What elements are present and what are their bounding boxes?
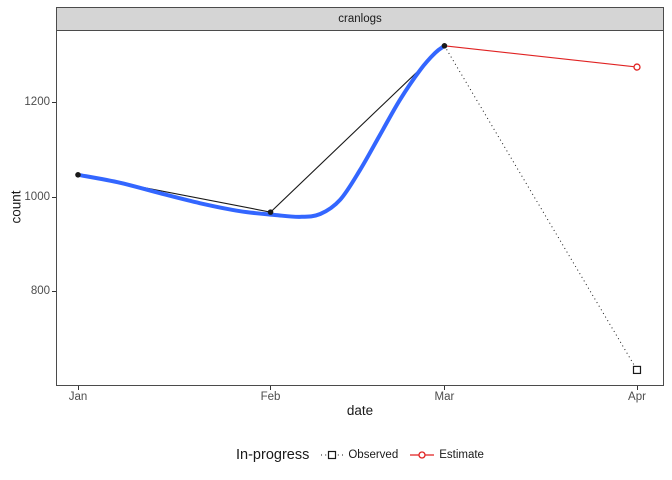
observed-dotted-line bbox=[444, 45, 638, 371]
legend-item-estimate: Estimate bbox=[410, 448, 484, 462]
observed-point-Mar bbox=[441, 43, 448, 49]
legend-title: In-progress bbox=[236, 447, 310, 463]
estimate-line bbox=[444, 45, 638, 68]
plot-panel bbox=[56, 30, 664, 386]
y-tick-label-1200: 1200 bbox=[24, 96, 50, 108]
observed-key-icon bbox=[321, 450, 344, 460]
observed-point-Jan bbox=[75, 171, 81, 178]
observed-point-Feb bbox=[267, 209, 274, 215]
y-axis-title: count bbox=[8, 190, 24, 224]
y-tick-mark-1000 bbox=[52, 196, 56, 198]
chart-canvas bbox=[75, 43, 642, 375]
x-tick-label-Mar: Mar bbox=[434, 391, 455, 403]
legend: In-progress Observed Estimate bbox=[56, 442, 664, 468]
legend-item-observed: Observed bbox=[321, 448, 398, 462]
x-tick-mark-Apr bbox=[636, 386, 638, 390]
x-tick-mark-Feb bbox=[270, 386, 272, 390]
y-tick-mark-1200 bbox=[52, 102, 56, 103]
y-tick-label-800: 800 bbox=[30, 285, 50, 297]
x-tick-mark-Mar bbox=[443, 386, 445, 390]
facet-strip: cranlogs bbox=[56, 7, 664, 31]
facet-strip-label: cranlogs bbox=[338, 13, 382, 25]
x-tick-label-Feb: Feb bbox=[260, 391, 281, 403]
estimate-key-icon bbox=[410, 451, 435, 459]
y-tick-label-1000: 1000 bbox=[24, 190, 50, 203]
x-tick-label-Jan: Jan bbox=[68, 391, 88, 403]
y-tick-mark-800 bbox=[52, 291, 56, 292]
x-axis-title: date bbox=[346, 403, 374, 418]
legend-label-estimate: Estimate bbox=[439, 449, 484, 461]
observed-point-Apr-open-square bbox=[632, 365, 642, 375]
x-tick-label-Apr: Apr bbox=[628, 391, 646, 403]
legend-label-observed: Observed bbox=[348, 449, 399, 461]
smooth-curve bbox=[76, 43, 447, 219]
x-tick-mark-Jan bbox=[77, 386, 79, 390]
estimate-point-Apr-open-circle bbox=[633, 63, 641, 71]
